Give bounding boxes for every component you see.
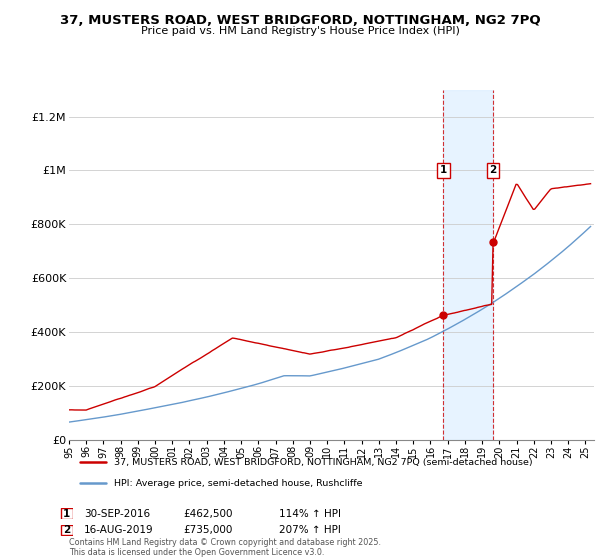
Text: Contains HM Land Registry data © Crown copyright and database right 2025.
This d: Contains HM Land Registry data © Crown c… [69,538,381,557]
Text: 114% ↑ HPI: 114% ↑ HPI [279,508,341,519]
Text: 30-SEP-2016: 30-SEP-2016 [84,508,150,519]
Bar [443,90,493,440]
Text: £735,000: £735,000 [183,525,232,535]
Text: 207% ↑ HPI: 207% ↑ HPI [279,525,341,535]
Text: 37, MUSTERS ROAD, WEST BRIDGFORD, NOTTINGHAM, NG2 7PQ (semi-detached house): 37, MUSTERS ROAD, WEST BRIDGFORD, NOTTIN… [113,458,532,466]
Text: HPI: Average price, semi-detached house, Rushcliffe: HPI: Average price, semi-detached house,… [113,479,362,488]
Text: Price paid vs. HM Land Registry's House Price Index (HPI): Price paid vs. HM Land Registry's House … [140,26,460,36]
Text: 16-AUG-2019: 16-AUG-2019 [84,525,154,535]
Text: 1: 1 [63,508,70,519]
Text: £462,500: £462,500 [183,508,233,519]
Text: 2: 2 [63,525,70,535]
Text: 37, MUSTERS ROAD, WEST BRIDGFORD, NOTTINGHAM, NG2 7PQ: 37, MUSTERS ROAD, WEST BRIDGFORD, NOTTIN… [59,14,541,27]
Text: 1: 1 [440,165,447,175]
Text: 2: 2 [489,165,496,175]
